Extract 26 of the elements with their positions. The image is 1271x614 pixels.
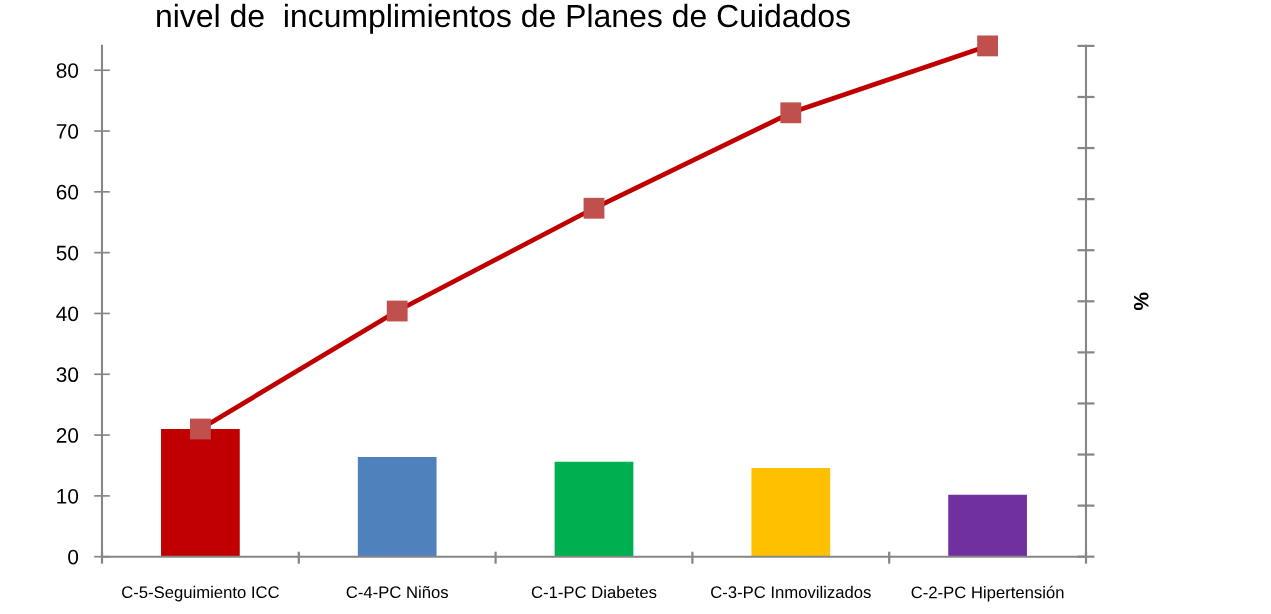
bar	[948, 494, 1027, 557]
chart-title: nivel de incumplimientos de Planes de Cuidados	[157, 3, 850, 34]
bar	[554, 461, 634, 557]
x-tick-label: C-4-PC Niños	[346, 585, 448, 599]
point	[977, 35, 999, 57]
point	[780, 102, 802, 124]
point	[189, 418, 211, 440]
x-tick-label: C-2-PC Hipertensión	[911, 585, 1064, 602]
y2-axis-title: %	[1133, 292, 1149, 311]
x-tick-label: C-3-PC Inmovilizados	[711, 585, 871, 599]
bar	[751, 467, 831, 557]
point	[386, 300, 408, 322]
bar	[357, 456, 437, 557]
y-tick-label: 60	[56, 184, 79, 200]
point	[583, 197, 605, 219]
x-tick-label: C-1-PC Diabetes	[531, 585, 657, 599]
y-tick-label: 0	[68, 549, 79, 565]
x-tick-label: C-5-Seguimiento ICC	[122, 585, 279, 602]
y-tick-label: 80	[56, 63, 79, 78]
y-tick-label: 10	[57, 488, 79, 504]
y-tick-label: 20	[56, 428, 79, 443]
y-tick-label: 30	[56, 367, 79, 383]
bar	[161, 429, 240, 557]
y-tick-label: 40	[56, 306, 79, 322]
y-tick-label: 70	[56, 124, 79, 139]
y-tick-label: 50	[56, 245, 79, 261]
